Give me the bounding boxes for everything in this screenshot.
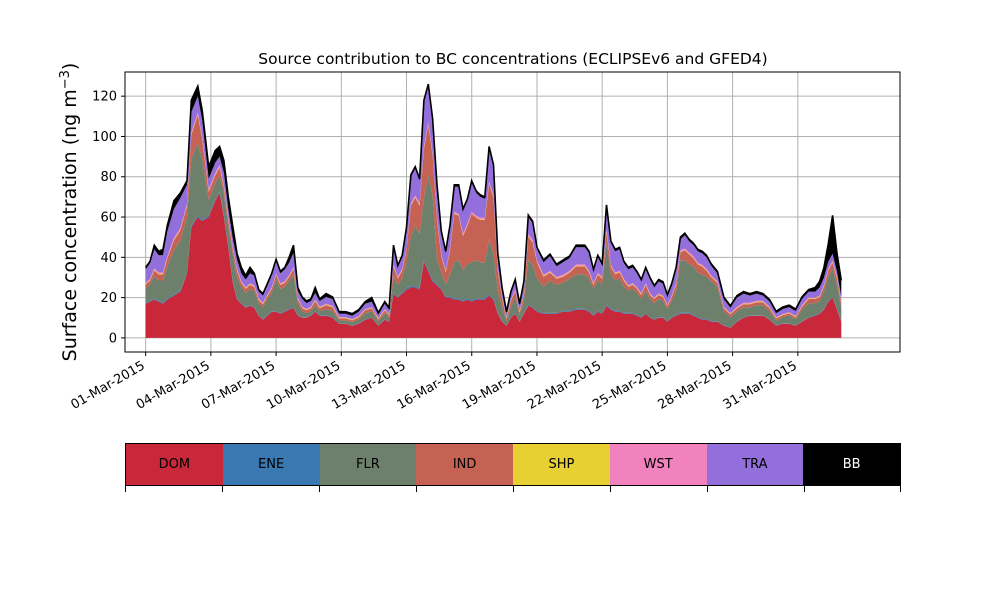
chart-title: Source contribution to BC concentrations… — [258, 50, 767, 68]
area-ind — [145, 114, 842, 323]
y-tick-label: 0 — [109, 331, 117, 346]
y-tick-label: 60 — [100, 211, 117, 226]
legend-tick — [900, 486, 901, 492]
total-outline — [145, 83, 843, 315]
legend-tick — [222, 486, 223, 492]
legend-tick — [707, 486, 708, 492]
legend-tick — [513, 486, 514, 492]
series-areas — [145, 83, 843, 338]
legend-colorbar: DOM ENE FLR IND SHP WST TRA BB — [125, 443, 901, 486]
legend-tick — [319, 486, 320, 492]
plot-frame — [124, 71, 901, 353]
y-axis-label-end: ) — [59, 63, 81, 70]
legend-ticks — [125, 486, 901, 492]
legend-item-dom: DOM — [126, 444, 223, 485]
x-tick-label: 31-Mar-2015 — [721, 358, 800, 412]
legend-tick — [804, 486, 805, 492]
legend-item-tra: TRA — [706, 444, 804, 485]
y-axis-label-superscript: −3 — [58, 70, 73, 89]
y-tick-label: 120 — [92, 90, 117, 105]
legend-tick — [125, 486, 126, 492]
y-tick-label: 20 — [100, 291, 117, 306]
y-axis-label: Surface concentration (ng m−3) — [58, 63, 81, 362]
y-tick-label: 100 — [92, 130, 117, 145]
y-tick-label: 40 — [100, 251, 117, 266]
legend-item-shp: SHP — [513, 444, 610, 485]
legend-item-ene: ENE — [222, 444, 320, 485]
legend-item-wst: WST — [609, 444, 707, 485]
legend-tick — [610, 486, 611, 492]
area-flr — [145, 143, 842, 328]
legend-item-ind: IND — [416, 444, 513, 485]
y-tick-label: 80 — [100, 170, 117, 185]
area-dom — [145, 192, 842, 338]
legend-item-bb: BB — [803, 444, 900, 485]
legend-tick — [416, 486, 417, 492]
legend-item-flr: FLR — [319, 444, 417, 485]
